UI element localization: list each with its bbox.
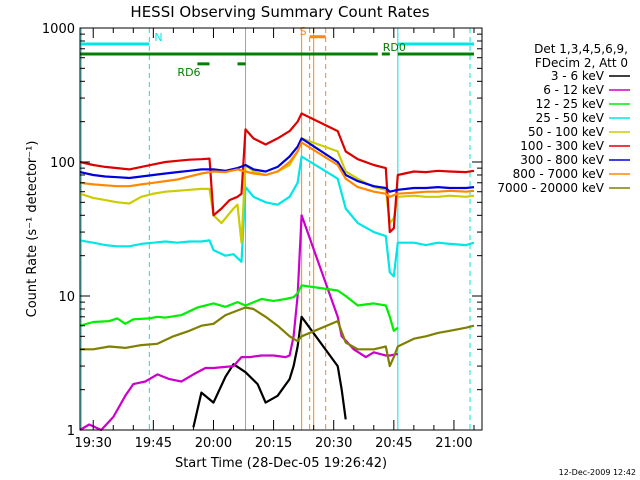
series-line [79,112,475,234]
series-line [79,214,399,432]
series-line [192,315,347,428]
flag-label: S [300,25,307,38]
flag-label: RD6 [177,66,200,79]
x-axis: 19:30 19:45 20:00 20:15 20:30 20:45 21:00 [74,28,475,451]
flag-label: N [154,31,162,44]
y-tick-label: 100 [50,156,75,171]
series-line [79,141,475,198]
y-tick-label: 1 [67,424,75,439]
series-line [79,137,475,193]
x-tick-label: 19:30 [74,436,111,451]
legend-entry: 100 - 300 keV [520,139,604,153]
vertical-markers [80,28,471,430]
legend: Det 1,3,4,5,6,9,FDecim 2, Att 03 - 6 keV… [497,42,630,195]
plot-area: N RD0 RD6 S [79,25,475,432]
legend-header: FDecim 2, Att 0 [535,56,628,70]
legend-entry: 300 - 800 keV [520,153,604,167]
legend-entry: 12 - 25 keV [536,97,605,111]
y-axis: 1000 100 10 1 [42,22,482,439]
y-tick-label: 1000 [42,22,75,37]
legend-entry: 3 - 6 keV [551,69,605,83]
y-axis-label: Count Rate (s⁻¹ detector⁻¹) [25,141,40,318]
flag-bars: N RD0 RD6 S [80,25,474,79]
flag-label: RD0 [383,41,406,54]
legend-header: Det 1,3,4,5,6,9, [534,42,628,56]
x-tick-label: 20:45 [375,436,412,451]
legend-entry: 800 - 7000 keV [513,167,605,181]
x-tick-label: 20:15 [255,436,292,451]
y-tick-label: 10 [58,290,75,305]
legend-entry: 25 - 50 keV [536,111,605,125]
x-tick-label: 21:00 [435,436,472,451]
chart-title: HESSI Observing Summary Count Rates [130,3,429,21]
generation-timestamp: 12-Dec-2009 12:42 [559,468,636,477]
series-line [79,284,399,332]
series-line [79,155,475,278]
plot-frame [79,27,483,431]
x-axis-label: Start Time (28-Dec-05 19:26:42) [175,456,387,471]
x-tick-label: 19:45 [135,436,172,451]
series-line [80,306,475,368]
legend-entry: 6 - 12 keV [543,83,605,97]
x-tick-label: 20:30 [315,436,352,451]
x-tick-label: 20:00 [195,436,232,451]
series-line [79,137,475,244]
legend-entry: 7000 - 20000 keV [497,181,604,195]
legend-entry: 50 - 100 keV [528,125,605,139]
series-layer [79,112,475,432]
